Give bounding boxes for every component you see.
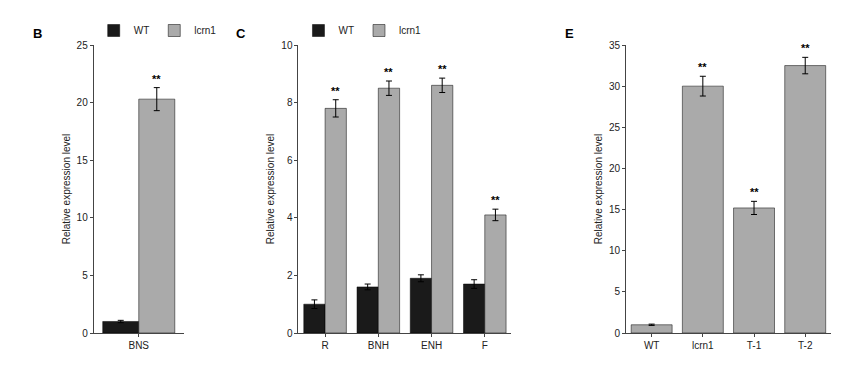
svg-text:T-2: T-2 — [798, 340, 813, 351]
svg-text:Relative expression level: Relative expression level — [61, 134, 72, 245]
svg-text:lcrn1: lcrn1 — [194, 25, 216, 36]
svg-text:**: ** — [331, 85, 340, 97]
svg-text:8: 8 — [287, 97, 293, 108]
svg-text:**: ** — [801, 42, 810, 54]
svg-text:20: 20 — [609, 163, 621, 174]
svg-text:0: 0 — [82, 328, 88, 339]
svg-text:**: ** — [491, 194, 500, 206]
svg-text:10: 10 — [281, 40, 293, 51]
svg-text:T-1: T-1 — [747, 340, 762, 351]
svg-text:Relative expression level: Relative expression level — [593, 134, 604, 245]
svg-text:BNH: BNH — [368, 340, 389, 351]
svg-text:B: B — [33, 26, 42, 41]
svg-text:**: ** — [384, 66, 393, 78]
svg-text:**: ** — [438, 63, 447, 75]
svg-text:4: 4 — [287, 212, 293, 223]
svg-text:15: 15 — [609, 204, 621, 215]
svg-text:35: 35 — [609, 40, 621, 51]
svg-text:F: F — [482, 340, 488, 351]
svg-text:25: 25 — [77, 40, 89, 51]
svg-text:ENH: ENH — [421, 340, 442, 351]
svg-text:30: 30 — [609, 81, 621, 92]
svg-text:E: E — [565, 26, 574, 41]
svg-text:**: ** — [698, 61, 707, 73]
svg-text:2: 2 — [287, 270, 293, 281]
svg-text:0: 0 — [614, 328, 620, 339]
svg-text:0: 0 — [287, 328, 293, 339]
svg-text:10: 10 — [609, 245, 621, 256]
svg-text:lcrn1: lcrn1 — [692, 340, 714, 351]
svg-text:**: ** — [750, 186, 759, 198]
svg-text:R: R — [321, 340, 328, 351]
svg-text:10: 10 — [77, 212, 89, 223]
svg-text:5: 5 — [614, 286, 620, 297]
svg-text:WT: WT — [644, 340, 660, 351]
svg-text:25: 25 — [609, 122, 621, 133]
svg-text:5: 5 — [82, 270, 88, 281]
svg-text:WT: WT — [134, 25, 150, 36]
svg-text:20: 20 — [77, 97, 89, 108]
svg-text:Relative expression level: Relative expression level — [265, 134, 276, 245]
svg-text:**: ** — [152, 73, 161, 85]
svg-text:WT: WT — [338, 25, 354, 36]
svg-text:C: C — [236, 26, 246, 41]
svg-text:BNS: BNS — [128, 340, 149, 351]
svg-text:15: 15 — [77, 155, 89, 166]
svg-text:6: 6 — [287, 155, 293, 166]
svg-text:lcrn1: lcrn1 — [399, 25, 421, 36]
